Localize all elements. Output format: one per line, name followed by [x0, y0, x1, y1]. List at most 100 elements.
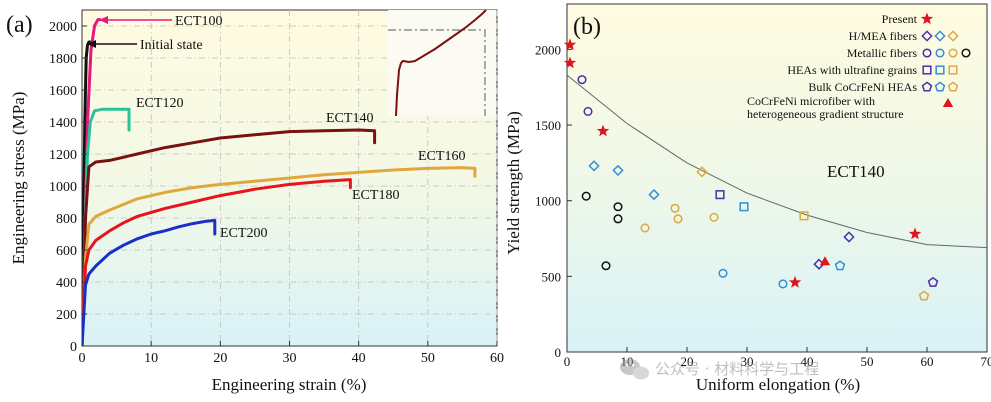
trend-curve: [567, 74, 987, 249]
legend-present: Present: [882, 12, 918, 26]
point-present-0: [563, 38, 577, 51]
point-metallic-fibers-0: [577, 75, 587, 85]
panel-a-ylabel: Engineering stress (MPa): [9, 92, 28, 265]
point-metallic-fibers-9: [709, 212, 719, 222]
ytick-label-800: 800: [56, 212, 77, 227]
panel-b-xlabel: Uniform elongation (%): [696, 375, 860, 394]
point-metallic-fibers-4: [613, 214, 623, 224]
legend-marker-circle-3: [961, 48, 971, 58]
annotation-ect100: ECT100: [175, 14, 222, 29]
annotation-ect120: ECT120: [136, 96, 183, 111]
arrowhead-ect100: [99, 16, 108, 24]
panel-b: 0102030405060700500100015002000 Present …: [504, 3, 991, 394]
annotation-ect140-b: ECT140: [827, 162, 885, 181]
point-h-mea-fibers-0: [588, 160, 600, 172]
panel-a-series: [82, 18, 477, 346]
ytick-label-1600: 1600: [49, 84, 77, 99]
panel-b-legend: Present H/MEA fibers Metallic fibers HEA…: [747, 12, 971, 121]
inset-box: [388, 10, 496, 116]
b-ytick-label-0: 0: [555, 345, 562, 360]
point-heas-with-ultrafine-grains-2: [799, 211, 809, 221]
b-ytick-label-2000: 2000: [535, 42, 561, 57]
legend-marker-pentagon-1: [934, 81, 946, 92]
point-metallic-fibers-5: [601, 261, 611, 271]
inset-curve: [395, 9, 487, 117]
inset-boundary: [388, 29, 486, 116]
legend-microfiber-2: heterogeneous gradient structure: [747, 107, 904, 121]
point-metallic-fibers-3: [613, 202, 623, 212]
annotation-ect180: ECT180: [352, 188, 399, 203]
panel-a-inset: [388, 9, 496, 117]
b-xtick-label-70: 70: [981, 354, 991, 369]
annotation-ect140: ECT140: [326, 111, 373, 126]
legend-marker-circle-0: [922, 48, 932, 58]
panel-b-trend: [567, 74, 987, 249]
panel-a: 0 10 20 30 40 50 60020040060080010001200140016…: [6, 9, 504, 394]
series-ect180: [82, 178, 352, 346]
legend-marker-diamond-0: [921, 30, 933, 42]
panel-a-ticks: 0 10 20 30 40 50 60020040060080010001200140016…: [49, 20, 504, 366]
point-heas-with-ultrafine-grains-0: [715, 190, 725, 200]
watermark-text: 公众号 · 材料科学与工程: [655, 360, 819, 378]
legend-marker-circle-2: [948, 48, 958, 58]
point-heas-with-ultrafine-grains-1: [739, 202, 749, 212]
ytick-label-400: 400: [56, 276, 77, 291]
legend-ultrafine: HEAs with ultrafine grains: [787, 63, 917, 77]
point-h-mea-fibers-5: [843, 231, 855, 243]
panel-b-points: [563, 38, 939, 301]
panel-a-grid: [82, 10, 498, 346]
point-metallic-fibers-1: [583, 106, 593, 116]
point-bulk-cocrfeni-heas-1: [927, 276, 939, 287]
annotation-initial-state: Initial state: [140, 38, 203, 53]
panel-b-plot-area: [566, 3, 988, 353]
ytick-label-1400: 1400: [49, 116, 77, 131]
xtick-label-30: 30: [283, 351, 297, 366]
legend-markers: [920, 12, 971, 107]
series-ect140: [82, 128, 377, 346]
point-h-mea-fibers-2: [648, 188, 660, 201]
point-metallic-fibers-11: [778, 279, 788, 289]
point-h-mea-fibers-1: [612, 164, 624, 177]
point-cocrfeni-microfiber-with-heterogeneous-gradient-structure-0: [819, 256, 831, 266]
point-present-2: [596, 124, 610, 137]
legend-marker-square-2: [948, 65, 958, 75]
b-ytick-label-1000: 1000: [535, 194, 561, 209]
point-bulk-cocrfeni-heas-0: [834, 260, 846, 271]
point-metallic-fibers-2: [581, 191, 591, 201]
xtick-label-0: 0: [79, 351, 86, 366]
point-h-mea-fibers-3: [696, 166, 708, 178]
legend-marker-pentagon-0: [921, 81, 933, 92]
b-ytick-label-500: 500: [542, 269, 562, 284]
panel-a-label: (a): [6, 12, 33, 38]
xtick-label-20: 20: [213, 351, 227, 366]
xtick-label-60: 60: [490, 351, 504, 366]
point-metallic-fibers-7: [670, 203, 680, 213]
legend-marker-square-1: [935, 65, 945, 75]
series-ect160: [82, 166, 477, 346]
arrowhead-initial-state: [87, 40, 96, 48]
ytick-label-0: 0: [70, 340, 77, 355]
point-metallic-fibers-6: [640, 223, 650, 233]
b-ytick-label-1500: 1500: [535, 118, 561, 133]
b-xtick-label-60: 60: [921, 354, 934, 369]
point-present-1: [563, 56, 577, 69]
legend-marker-star-0: [920, 12, 934, 25]
panel-b-ticks: 0102030405060700500100015002000: [535, 42, 991, 369]
annotation-ect160: ECT160: [418, 149, 465, 164]
annotation-ect200: ECT200: [220, 226, 267, 241]
point-bulk-cocrfeni-heas-2: [918, 290, 930, 301]
b-xtick-label-30: 30: [741, 354, 754, 369]
point-present-4: [908, 227, 922, 240]
ytick-label-1000: 1000: [49, 180, 77, 195]
ytick-label-200: 200: [56, 308, 77, 323]
point-metallic-fibers-10: [718, 268, 728, 278]
legend-marker-pentagon-2: [947, 81, 959, 92]
series-initial-state: [82, 40, 94, 346]
panel-a-xlabel: Engineering strain (%): [212, 375, 367, 394]
legend-hmea: H/MEA fibers: [849, 29, 918, 43]
watermark: 公众号 · 材料科学与工程: [620, 359, 819, 380]
legend-marker-circle-1: [935, 48, 945, 58]
panel-b-ylabel: Yield strength (MPa): [504, 111, 523, 255]
xtick-label-10: 10: [144, 351, 158, 366]
